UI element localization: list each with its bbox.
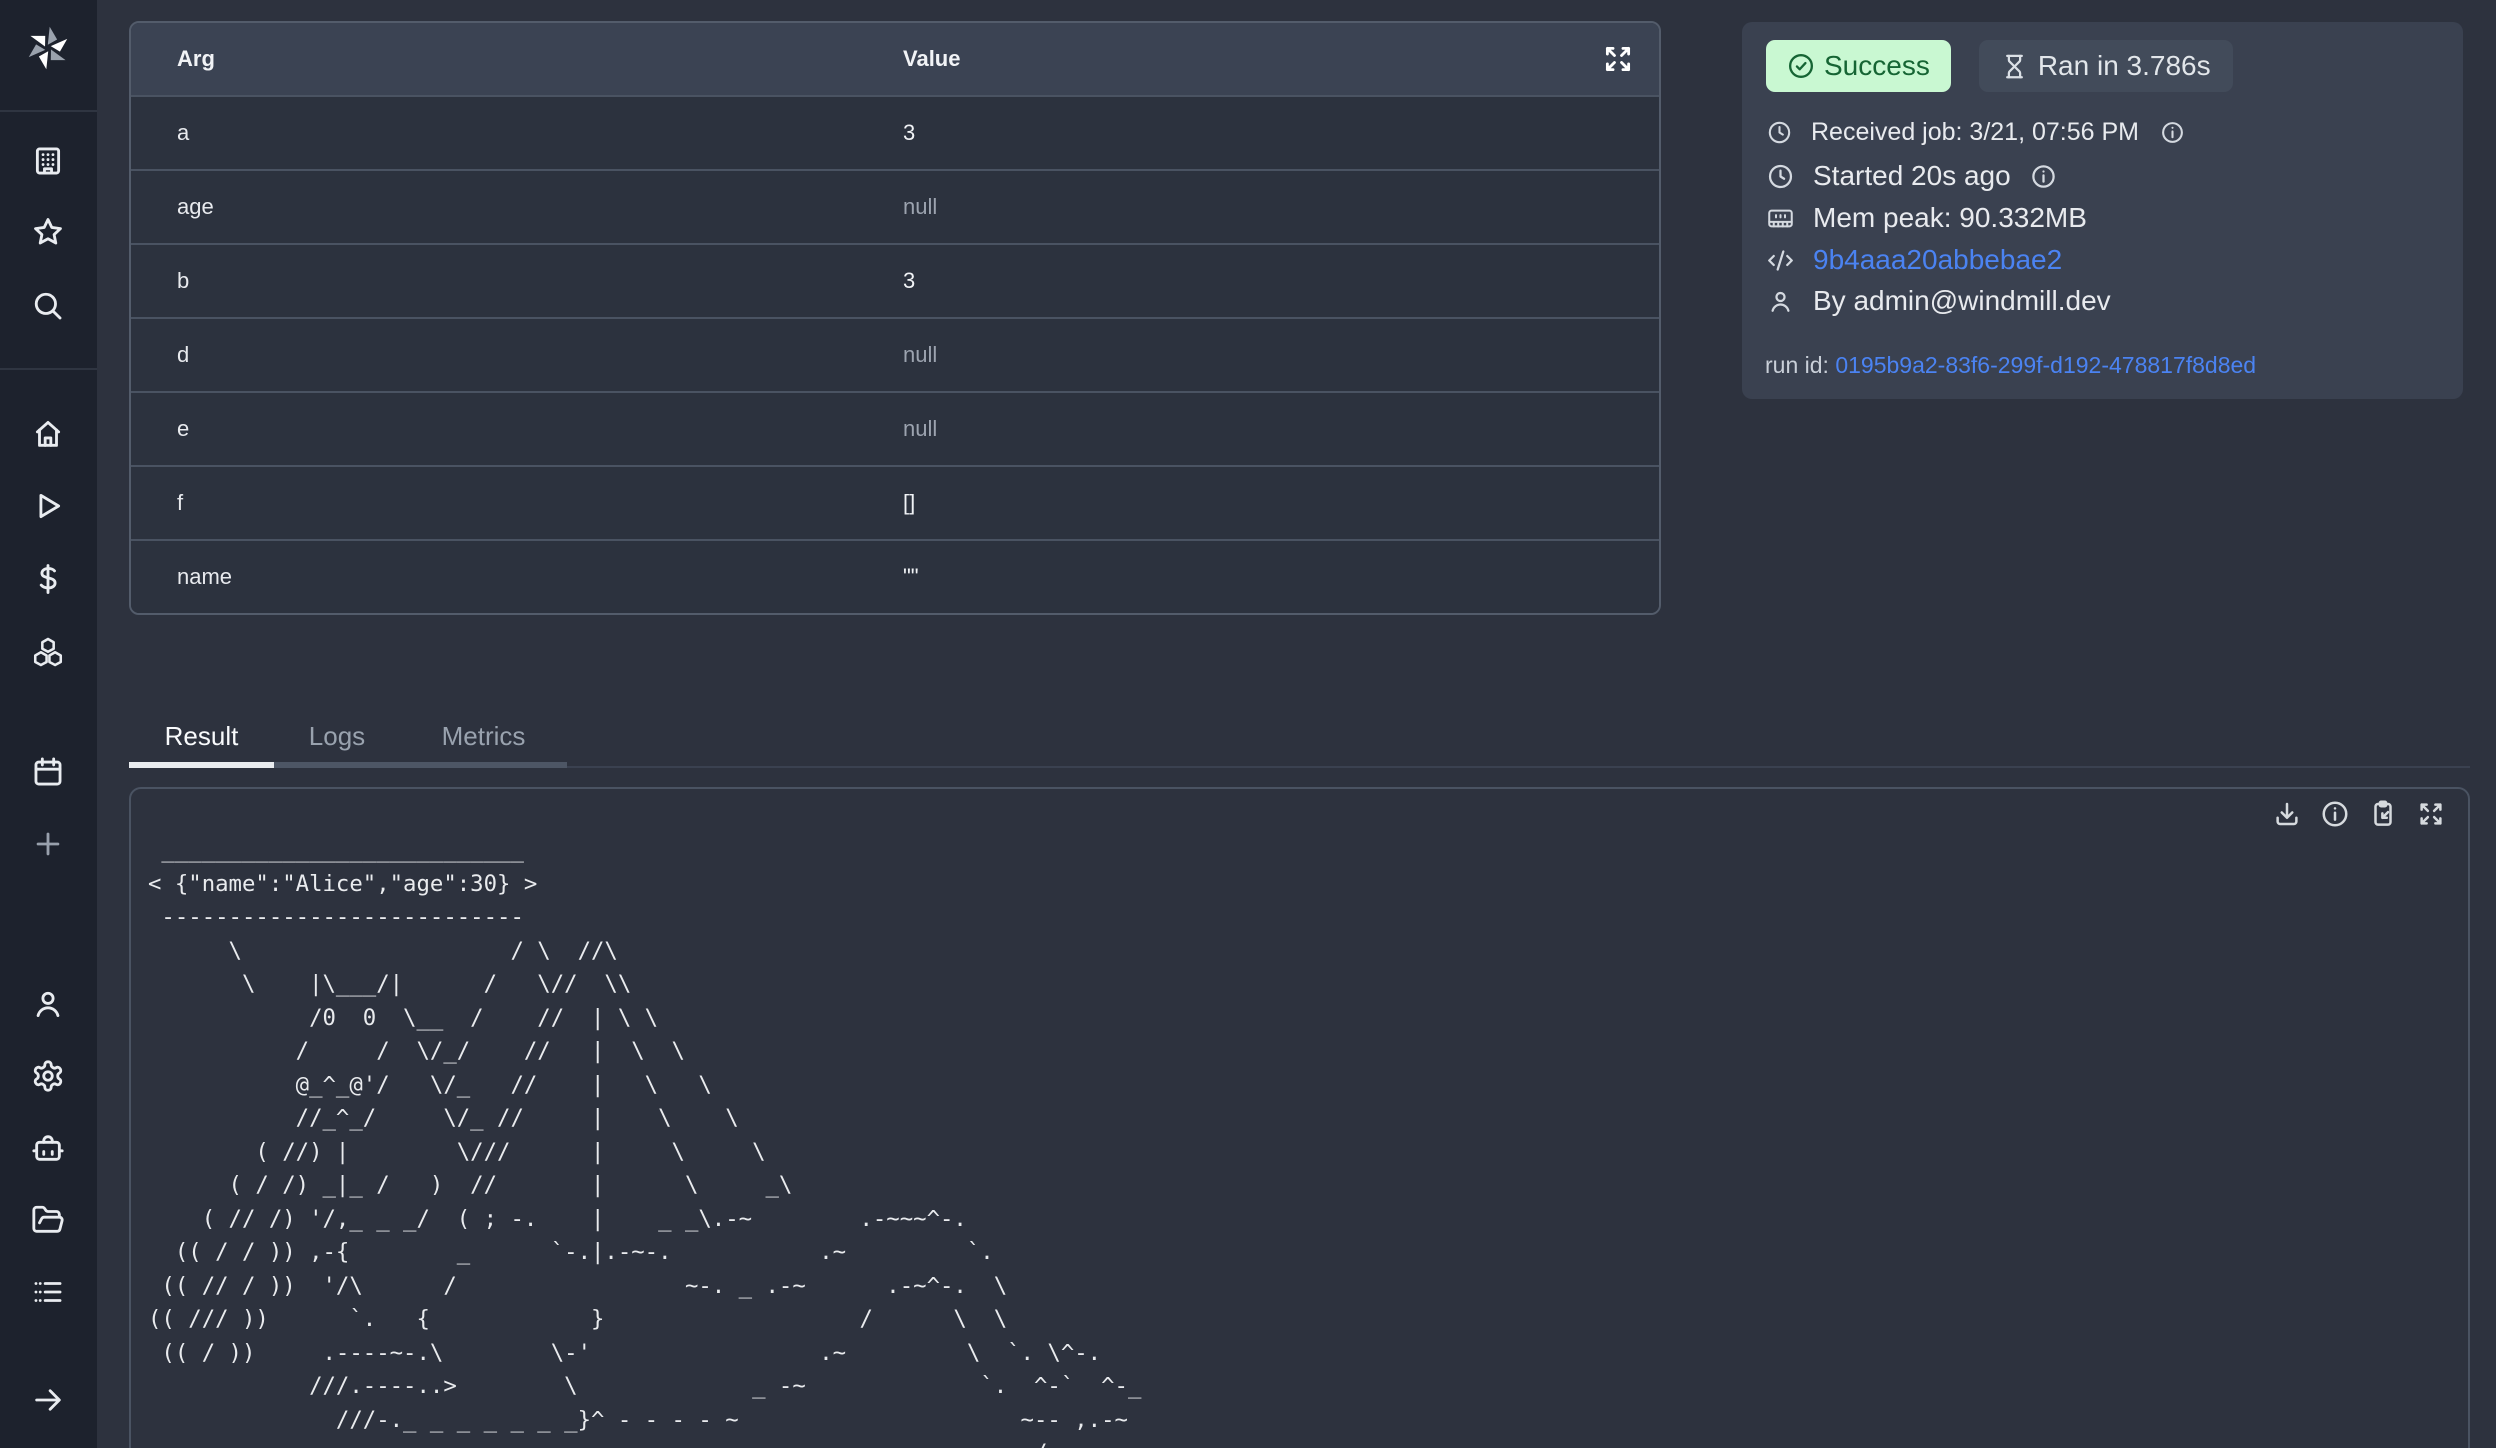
run-id-label: run id: xyxy=(1765,352,1829,378)
windmill-logo[interactable] xyxy=(26,26,70,70)
tab-result[interactable]: Result xyxy=(164,721,239,751)
info-icon[interactable] xyxy=(2320,799,2350,829)
arg-value: 3 xyxy=(903,268,916,293)
arg-name: f xyxy=(177,490,184,515)
arg-name: e xyxy=(177,416,190,441)
column-header-arg: Arg xyxy=(177,46,215,71)
usage-dollar-icon[interactable] xyxy=(31,562,65,596)
arg-name: name xyxy=(177,564,233,589)
resources-boxes-icon[interactable] xyxy=(31,635,65,669)
clock-icon xyxy=(1768,164,1793,188)
clipboard-copy-icon[interactable] xyxy=(2368,799,2398,829)
triggered-by-text: By admin@windmill.dev xyxy=(1813,285,2111,316)
runs-play-icon[interactable] xyxy=(31,489,65,523)
sidebar-divider xyxy=(0,368,97,370)
clock-icon xyxy=(1768,121,1791,144)
hourglass-icon xyxy=(2005,54,2023,78)
add-plus-icon[interactable] xyxy=(31,827,65,861)
arg-name: age xyxy=(177,194,214,219)
result-panel: ___________________________ < {"name":"A… xyxy=(129,787,2470,1448)
search-icon[interactable] xyxy=(31,289,65,323)
tab-active-indicator xyxy=(129,762,274,768)
expand-sidebar-arrow-icon[interactable] xyxy=(31,1383,65,1417)
arg-value: null xyxy=(903,342,938,367)
code-icon xyxy=(1768,249,1793,271)
table-row: f [] xyxy=(131,465,1659,539)
favorites-star-icon[interactable] xyxy=(31,215,65,249)
mem-peak-text: Mem peak: 90.332MB xyxy=(1813,202,2087,233)
script-hash-link[interactable]: 9b4aaa20abbebae2 xyxy=(1813,244,2063,275)
result-tabs: Result Logs Metrics xyxy=(129,710,2470,763)
args-table: Arg Value a 3 age null b 3 d null e null xyxy=(129,21,1661,615)
result-output-ascii: ___________________________ < {"name":"A… xyxy=(148,837,1142,1448)
workers-robot-icon[interactable] xyxy=(31,1131,65,1165)
arg-value: null xyxy=(903,194,938,219)
arg-name: b xyxy=(177,268,190,293)
duration-label: Ran in 3.786s xyxy=(2037,50,2211,81)
expand-icon[interactable] xyxy=(2416,799,2446,829)
table-row: b 3 xyxy=(131,243,1659,317)
tab-logs[interactable]: Logs xyxy=(308,721,366,751)
info-icon[interactable] xyxy=(2160,120,2185,145)
download-icon[interactable] xyxy=(2272,799,2302,829)
user-icon xyxy=(1771,291,1790,312)
info-icon[interactable] xyxy=(2030,163,2057,190)
workspace-building-icon[interactable] xyxy=(31,144,65,178)
run-id-line: run id: 0195b9a2-83f6-299f-d192-478817f8… xyxy=(1765,352,2256,379)
check-circle-icon xyxy=(1788,53,1814,79)
table-row: d null xyxy=(131,317,1659,391)
tab-indicator-track xyxy=(129,762,567,768)
status-label: Success xyxy=(1824,50,1930,81)
sidebar xyxy=(0,0,97,1448)
table-row: name "" xyxy=(131,539,1659,613)
user-icon[interactable] xyxy=(31,987,65,1021)
status-badge: Success xyxy=(1766,40,1951,92)
arg-value: 3 xyxy=(903,120,916,145)
table-row: a 3 xyxy=(131,95,1659,169)
job-info-card: Success Ran in 3.786s Received job: 3/21… xyxy=(1742,22,2463,399)
duration-chip: Ran in 3.786s xyxy=(1978,40,2233,92)
started-text: Started 20s ago xyxy=(1813,160,2011,191)
schedules-calendar-icon[interactable] xyxy=(31,755,65,789)
result-toolbar xyxy=(2272,799,2446,829)
home-icon[interactable] xyxy=(31,417,65,451)
tabbar-border xyxy=(129,766,2470,768)
arg-name: a xyxy=(177,120,190,145)
run-id-link[interactable]: 0195b9a2-83f6-299f-d192-478817f8d8ed xyxy=(1835,352,2257,378)
arg-value: "" xyxy=(903,564,919,589)
folder-open-icon[interactable] xyxy=(31,1203,65,1237)
arg-value: null xyxy=(903,416,938,441)
settings-gear-icon[interactable] xyxy=(31,1059,65,1093)
logs-list-icon[interactable] xyxy=(31,1275,65,1309)
memory-icon xyxy=(1768,209,1793,227)
args-table-header: Arg Value xyxy=(131,23,1659,95)
received-job-text: Received job: 3/21, 07:56 PM xyxy=(1811,118,2139,146)
tab-metrics[interactable]: Metrics xyxy=(441,721,526,751)
arg-value: [] xyxy=(903,490,916,515)
column-header-value: Value xyxy=(903,46,961,71)
table-row: age null xyxy=(131,169,1659,243)
arg-name: d xyxy=(177,342,190,367)
table-expand-icon[interactable] xyxy=(1601,42,1635,76)
table-row: e null xyxy=(131,391,1659,465)
sidebar-divider xyxy=(0,110,97,112)
